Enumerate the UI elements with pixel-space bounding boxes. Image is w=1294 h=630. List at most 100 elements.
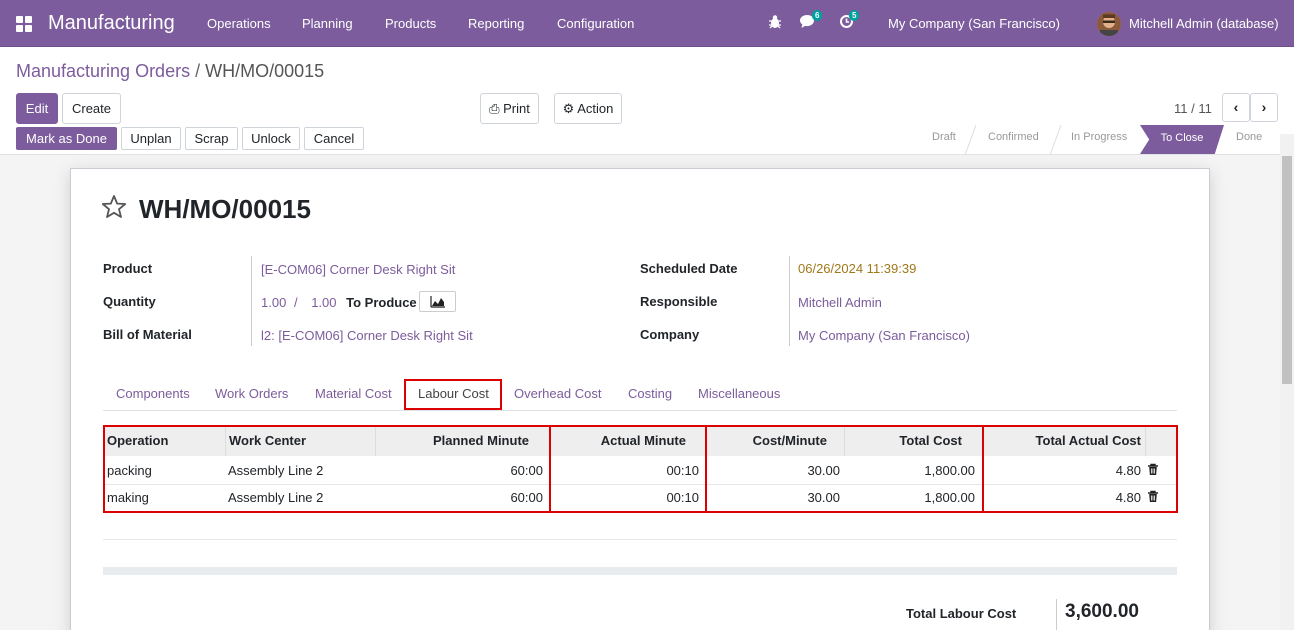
header-work-center[interactable]: Work Center bbox=[229, 433, 307, 448]
breadcrumb-parent[interactable]: Manufacturing Orders bbox=[16, 61, 191, 81]
cell-planned-minute[interactable]: 60:00 bbox=[510, 463, 543, 478]
cell-actual-minute[interactable]: 00:10 bbox=[666, 463, 699, 478]
tab-costing[interactable]: Costing bbox=[628, 386, 673, 401]
tab-work-orders[interactable]: Work Orders bbox=[215, 386, 289, 401]
create-button[interactable]: Create bbox=[62, 93, 121, 124]
row-separator bbox=[103, 484, 1177, 485]
quantity-value[interactable]: 1.00 bbox=[261, 295, 287, 310]
tab-material-cost[interactable]: Material Cost bbox=[315, 386, 392, 401]
cell-total-actual-cost[interactable]: 4.80 bbox=[1115, 490, 1141, 505]
header-cost-minute[interactable]: Cost/Minute bbox=[752, 433, 827, 448]
company-value[interactable]: My Company (San Francisco) bbox=[798, 328, 970, 343]
stage-in-progress[interactable]: In Progress bbox=[1071, 131, 1128, 143]
header-operation[interactable]: Operation bbox=[107, 433, 169, 448]
total-labour-cost-label: Total Labour Cost bbox=[906, 606, 1017, 621]
stage-confirmed[interactable]: Confirmed bbox=[988, 131, 1039, 143]
activity-icon[interactable]: 5 bbox=[839, 10, 860, 32]
cell-cost-minute[interactable]: 30.00 bbox=[807, 463, 840, 478]
bom-label: Bill of Material bbox=[103, 327, 192, 342]
messages-badge: 6 bbox=[812, 10, 823, 21]
cell-work-center[interactable]: Assembly Line 2 bbox=[228, 463, 324, 478]
favorite-star-icon[interactable] bbox=[101, 194, 127, 220]
column-divider bbox=[844, 425, 845, 456]
tab-components[interactable]: Components bbox=[116, 386, 190, 401]
scheduled-date-value[interactable]: 06/26/2024 11:39:39 bbox=[798, 261, 917, 276]
total-divider bbox=[1056, 599, 1057, 630]
scrap-button[interactable]: Scrap bbox=[185, 127, 238, 150]
highlight-box bbox=[103, 425, 551, 513]
unlock-button[interactable]: Unlock bbox=[242, 127, 300, 150]
forecast-chart-button[interactable] bbox=[419, 291, 456, 312]
delete-row-icon[interactable] bbox=[1147, 463, 1159, 479]
cell-total-actual-cost[interactable]: 4.80 bbox=[1115, 463, 1141, 478]
highlight-box bbox=[705, 425, 984, 513]
pager-next-button[interactable]: › bbox=[1250, 93, 1278, 122]
mark-as-done-button[interactable]: Mark as Done bbox=[16, 127, 117, 150]
menu-planning[interactable]: Planning bbox=[302, 16, 353, 31]
quantity-label: Quantity bbox=[103, 294, 156, 309]
menu-products[interactable]: Products bbox=[385, 16, 437, 31]
menu-reporting[interactable]: Reporting bbox=[468, 16, 525, 31]
breadcrumb-separator: / bbox=[195, 61, 201, 81]
apps-menu-icon[interactable] bbox=[16, 16, 32, 32]
breadcrumb-current: WH/MO/00015 bbox=[205, 61, 325, 81]
cell-operation[interactable]: packing bbox=[107, 463, 152, 478]
menu-operations[interactable]: Operations bbox=[207, 16, 271, 31]
table-header bbox=[103, 425, 1177, 456]
user-avatar[interactable] bbox=[1097, 12, 1121, 36]
highlight-box bbox=[982, 425, 1178, 513]
tab-miscellaneous[interactable]: Miscellaneous bbox=[698, 386, 781, 401]
cell-planned-minute[interactable]: 60:00 bbox=[510, 490, 543, 505]
notebook-tabs: Components Work Orders Material Cost Ove… bbox=[103, 379, 1177, 411]
bom-value[interactable]: l2: [E-COM06] Corner Desk Right Sit bbox=[261, 328, 473, 343]
company-switcher[interactable]: My Company (San Francisco) bbox=[888, 16, 1060, 31]
bug-icon[interactable] bbox=[768, 14, 782, 33]
user-menu[interactable]: Mitchell Admin (database) bbox=[1129, 16, 1279, 31]
gear-icon: ⚙ bbox=[562, 101, 575, 116]
header-actual-minute[interactable]: Actual Minute bbox=[600, 433, 686, 448]
tab-overhead-cost[interactable]: Overhead Cost bbox=[514, 386, 602, 401]
header-total-cost[interactable]: Total Cost bbox=[899, 433, 962, 448]
field-divider bbox=[251, 256, 252, 346]
cell-total-cost[interactable]: 1,800.00 bbox=[924, 490, 975, 505]
pager-value: 11 / 11 bbox=[1174, 101, 1212, 116]
cell-work-center[interactable]: Assembly Line 2 bbox=[228, 490, 324, 505]
header-planned-minute[interactable]: Planned Minute bbox=[432, 433, 529, 448]
stage-divider bbox=[964, 125, 977, 155]
scrollbar[interactable] bbox=[1280, 134, 1294, 630]
print-button[interactable]: ⎙ Print bbox=[480, 93, 539, 124]
cell-actual-minute[interactable]: 00:10 bbox=[666, 490, 699, 505]
delete-row-icon[interactable] bbox=[1147, 490, 1159, 506]
unplan-button[interactable]: Unplan bbox=[121, 127, 181, 150]
scrollbar-thumb[interactable] bbox=[1282, 156, 1292, 384]
pager-previous-button[interactable]: ‹ bbox=[1222, 93, 1250, 122]
cell-cost-minute[interactable]: 30.00 bbox=[807, 490, 840, 505]
print-icon: ⎙ bbox=[489, 101, 500, 116]
row-separator bbox=[103, 539, 1177, 540]
app-brand[interactable]: Manufacturing bbox=[48, 12, 175, 34]
field-divider bbox=[789, 256, 790, 346]
column-divider bbox=[225, 425, 226, 456]
stage-done[interactable]: Done bbox=[1236, 131, 1263, 143]
column-divider bbox=[375, 425, 376, 456]
area-chart-icon bbox=[430, 296, 445, 308]
cell-operation[interactable]: making bbox=[107, 490, 149, 505]
tab-labour-cost[interactable]: Labour Cost bbox=[404, 379, 502, 410]
responsible-label: Responsible bbox=[640, 294, 718, 309]
responsible-value[interactable]: Mitchell Admin bbox=[798, 295, 882, 310]
header-total-actual-cost[interactable]: Total Actual Cost bbox=[1035, 433, 1141, 448]
product-value[interactable]: [E-COM06] Corner Desk Right Sit bbox=[261, 262, 456, 277]
stage-draft[interactable]: Draft bbox=[932, 131, 956, 143]
cancel-button[interactable]: Cancel bbox=[304, 127, 364, 150]
action-button[interactable]: ⚙ Action bbox=[554, 93, 622, 124]
table-footer-bar bbox=[103, 567, 1177, 575]
quantity-target: 1.00 bbox=[311, 295, 337, 310]
edit-button[interactable]: Edit bbox=[16, 93, 58, 124]
stage-to-close[interactable]: To Close bbox=[1140, 125, 1224, 154]
record-title: WH/MO/00015 bbox=[139, 194, 311, 224]
stage-divider bbox=[1049, 125, 1062, 155]
highlight-box bbox=[549, 425, 707, 513]
menu-configuration[interactable]: Configuration bbox=[557, 16, 635, 31]
messages-icon[interactable]: 6 bbox=[799, 10, 823, 32]
cell-total-cost[interactable]: 1,800.00 bbox=[924, 463, 975, 478]
